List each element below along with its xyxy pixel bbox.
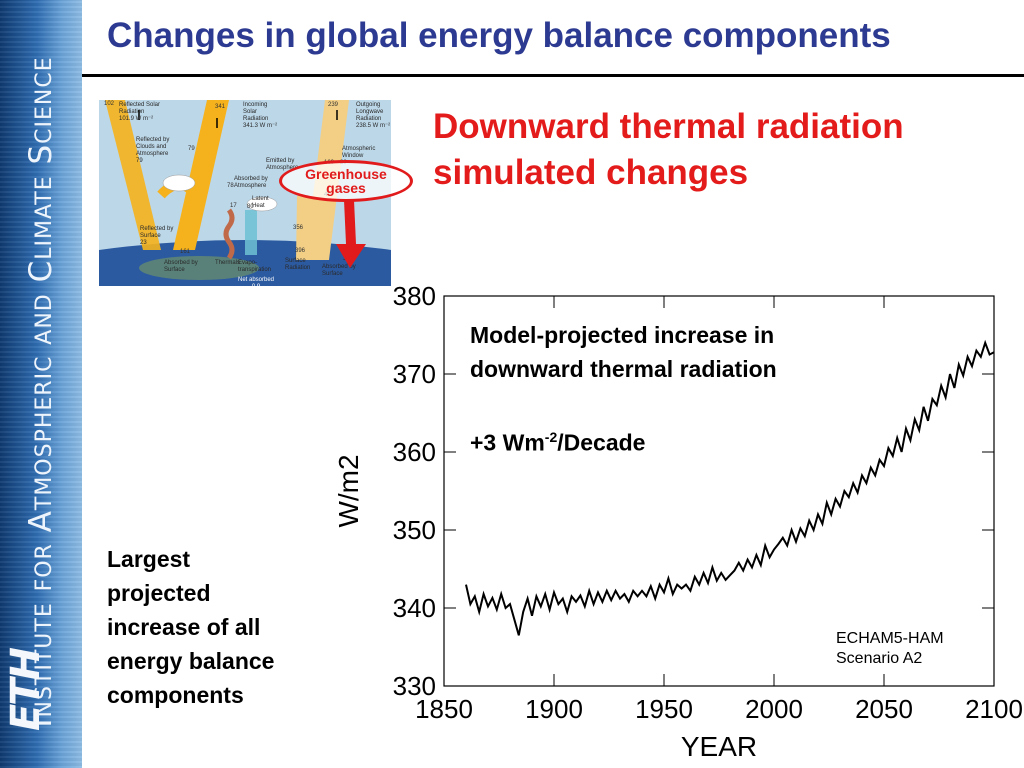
evapotranspiration-column: [245, 210, 257, 255]
x-tick-label: 2100: [965, 694, 1023, 724]
label-absorbed-surface-left: Absorbed by Surface: [164, 260, 198, 273]
x-tick-label: 2050: [855, 694, 913, 724]
plot-frame: [443, 295, 995, 687]
value-161: 161: [180, 249, 191, 255]
title-divider: [82, 74, 1024, 77]
land-shape: [139, 256, 259, 280]
chart-ticks: [443, 295, 995, 687]
label-absorbed-atmos: Absorbed by Atmosphere: [234, 176, 268, 189]
x-axis-title: YEAR: [681, 731, 757, 762]
cloud-shape: [162, 174, 196, 192]
series-line: [465, 339, 995, 636]
label-surface-radiation: Surface Radiation: [285, 258, 311, 271]
value-80: 80: [247, 204, 254, 210]
label-reflected-surface: Reflected by Surface 23: [140, 226, 174, 246]
rate-prefix: +3 Wm: [470, 429, 545, 456]
y-tick-label: 350: [393, 515, 436, 545]
slide-title: Changes in global energy balance compone…: [107, 16, 891, 55]
label-absorbed-surface-right: Absorbed by Surface: [322, 264, 356, 277]
slide-subtitle: Downward thermal radiation simulated cha…: [433, 107, 904, 192]
latent-heat-cloud: [246, 196, 278, 212]
summary-note: Largest projected increase of all energy…: [107, 546, 275, 708]
eth-logo: ETH: [3, 648, 49, 732]
greenhouse-callout-oval: [279, 160, 413, 202]
value-356: 356: [293, 225, 304, 231]
rate-exponent: -2: [544, 429, 558, 445]
radiation-chart: 330 340 350 360 370 380 1850 1900 1950 2000 2050 21…: [333, 284, 1023, 762]
value-79: 79: [188, 146, 195, 152]
annotation-rate: +3 Wm-2/Decade: [470, 420, 870, 460]
x-tick-label: 2000: [745, 694, 803, 724]
flow-arrows: [138, 110, 338, 128]
value-239: 239: [328, 102, 339, 108]
label-evapotranspiration: Evapo- transpiration: [238, 260, 272, 273]
institute-sidebar: Institute for Atmospheric and Climate Sc…: [0, 0, 82, 768]
rate-suffix: /Decade: [557, 429, 646, 456]
label-latent-heat: Latent Heat: [252, 196, 269, 209]
y-axis-title: W/m2: [333, 454, 364, 527]
x-tick-label: 1950: [635, 694, 693, 724]
label-net-absorbed: Net absorbed 0.9 W m⁻²: [238, 277, 275, 297]
x-tick-label: 1850: [415, 694, 473, 724]
y-tick-label: 330: [393, 671, 436, 701]
y-tick-label: 370: [393, 359, 436, 389]
thermals-wave: [223, 208, 235, 260]
label-emitted-atmos: Emitted by Atmosphere: [266, 158, 299, 171]
label-outgoing-longwave: Outgoing Longwave Radiation 238.5 W m⁻²: [356, 102, 391, 129]
reflected-solar-beam: [105, 100, 161, 250]
y-tick-label: 360: [393, 437, 436, 467]
value-396: 396: [295, 248, 306, 254]
red-arrow-icon: [336, 200, 366, 268]
greenhouse-gases-label: Greenhouse gases: [305, 166, 387, 196]
model-note: ECHAM5-HAM Scenario A2: [836, 630, 944, 667]
incoming-solar-beam: [173, 100, 229, 250]
label-reflected-solar: Reflected Solar Radiation 101.9 W m⁻²: [119, 102, 161, 122]
institute-name: Institute for Atmospheric and Climate Sc…: [23, 56, 59, 728]
chart-annotation: Model-projected increase in downward the…: [470, 318, 870, 460]
y-tick-label: 380: [393, 284, 436, 311]
chart-tick-labels: 330 340 350 360 370 380 1850 1900 1950 2000 2050 21…: [393, 284, 1023, 724]
value-78: 78: [227, 183, 234, 189]
y-tick-label: 340: [393, 593, 436, 623]
annotation-line: Model-projected increase in downward the…: [470, 322, 777, 382]
label-atmospheric-window: Atmospheric Window: [342, 146, 376, 159]
label-thermals: Thermals: [215, 260, 241, 266]
surface-radiation-beam: [296, 196, 314, 260]
value-341: 341: [215, 104, 226, 110]
value-17: 17: [230, 203, 237, 209]
value-102: 102: [104, 101, 115, 107]
label-reflected-clouds: Reflected by Clouds and Atmosphere 79: [136, 137, 170, 164]
sidebar-texture: [0, 0, 82, 768]
label-incoming-solar: Incoming Solar Radiation 341.3 W m⁻²: [243, 102, 278, 129]
x-tick-label: 1900: [525, 694, 583, 724]
